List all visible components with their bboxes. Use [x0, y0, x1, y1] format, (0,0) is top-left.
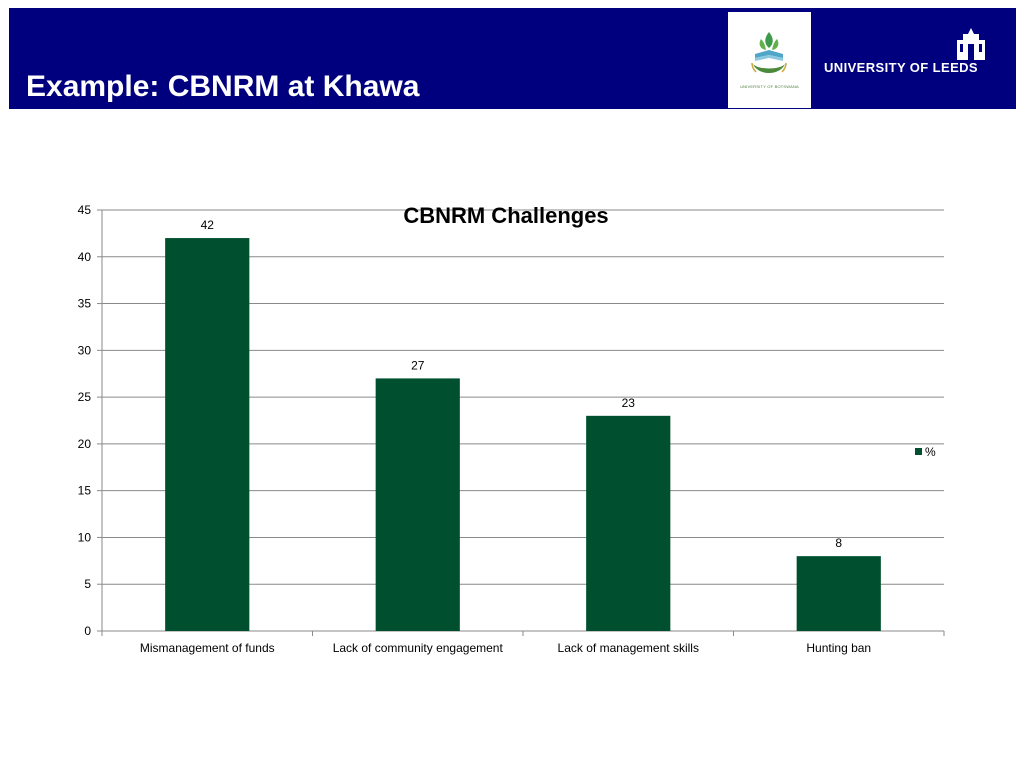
university-of-leeds-wordmark: UNIVERSITY OF LEEDS	[824, 60, 978, 75]
legend-swatch	[915, 448, 922, 455]
x-tick-label: Hunting ban	[806, 641, 871, 655]
leeds-tower-icon	[957, 28, 985, 60]
y-tick-label: 40	[78, 250, 92, 264]
bars	[165, 238, 881, 632]
y-tick-label: 0	[84, 624, 91, 638]
slide-title: Example: CBNRM at Khawa	[26, 70, 420, 103]
y-tick-label: 20	[78, 437, 92, 451]
data-labels: 42 27 23 8	[201, 218, 843, 550]
legend: %	[915, 445, 936, 459]
chart-title: CBNRM Challenges	[403, 203, 608, 228]
y-tick-label: 30	[78, 343, 92, 357]
data-label: 42	[201, 218, 215, 232]
y-tick-label: 35	[78, 297, 92, 311]
y-tick-label: 10	[78, 530, 92, 544]
y-tick-label: 25	[78, 390, 92, 404]
bar	[375, 378, 460, 631]
bar	[586, 415, 671, 631]
x-tick-label: Lack of management skills	[558, 641, 699, 655]
data-label: 27	[411, 358, 425, 372]
data-label: 8	[835, 536, 842, 550]
data-label: 23	[622, 396, 636, 410]
bar	[165, 238, 250, 632]
x-tick-label: Lack of community engagement	[333, 641, 504, 655]
y-tick-label: 5	[84, 577, 91, 591]
y-tick-label: 15	[78, 484, 92, 498]
university-of-botswana-logo: UNIVERSITY OF BOTSWANA	[728, 12, 811, 108]
y-tick-label: 45	[78, 203, 92, 217]
botswana-crest-icon	[751, 32, 787, 73]
bar	[796, 556, 881, 631]
x-tick-label: Mismanagement of funds	[140, 641, 275, 655]
legend-label: %	[925, 445, 936, 459]
botswana-logo-caption: UNIVERSITY OF BOTSWANA	[740, 84, 799, 89]
header-banner: Example: CBNRM at Khawa UNIVERSITY OF BO…	[9, 8, 1016, 109]
